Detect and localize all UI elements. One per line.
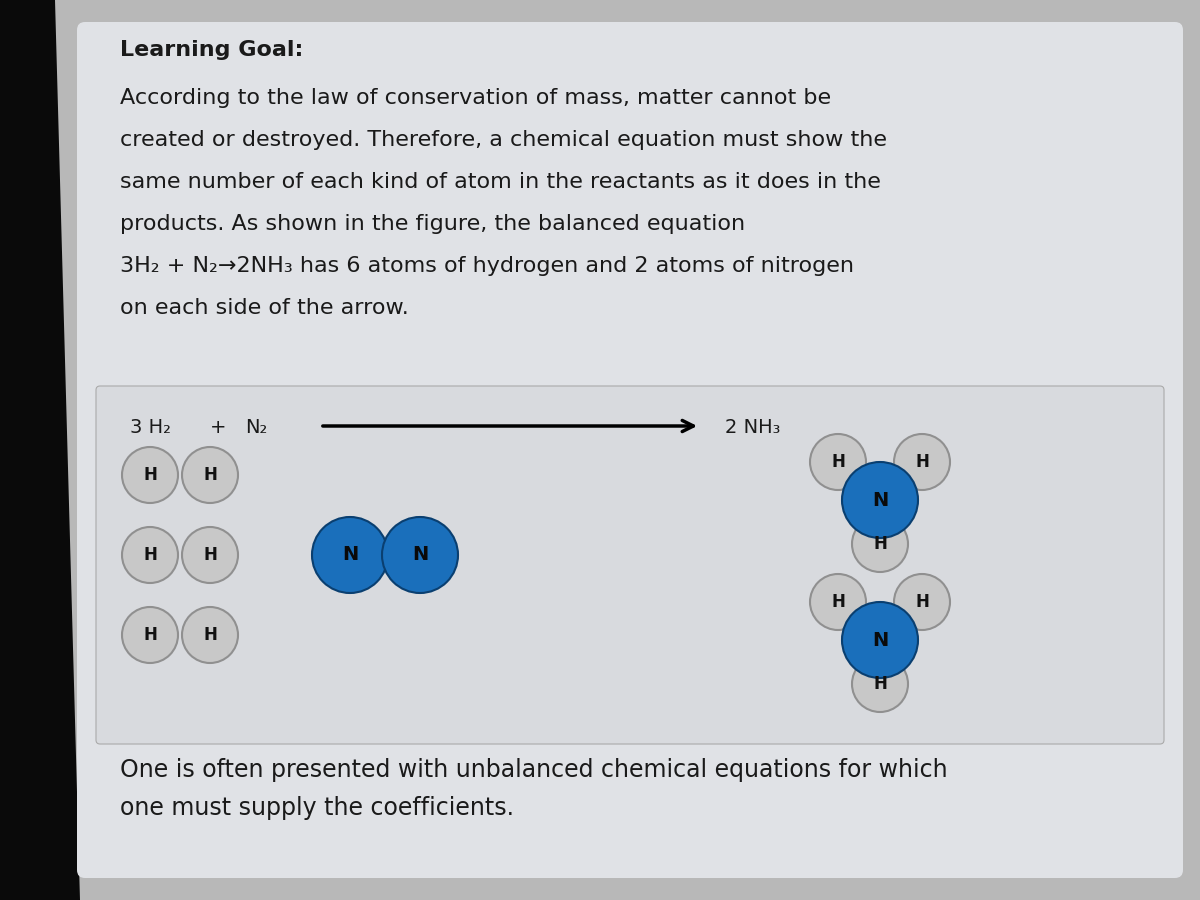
Circle shape <box>852 656 908 712</box>
Text: Learning Goal:: Learning Goal: <box>120 40 304 60</box>
Circle shape <box>122 527 178 583</box>
Text: H: H <box>916 453 929 471</box>
Text: on each side of the arrow.: on each side of the arrow. <box>120 298 409 318</box>
Text: one must supply the coefficients.: one must supply the coefficients. <box>120 796 514 820</box>
Text: created or destroyed. Therefore, a chemical equation must show the: created or destroyed. Therefore, a chemi… <box>120 130 887 150</box>
Circle shape <box>182 607 238 663</box>
Circle shape <box>312 517 388 593</box>
Text: same number of each kind of atom in the reactants as it does in the: same number of each kind of atom in the … <box>120 172 881 192</box>
Circle shape <box>852 516 908 572</box>
Text: products. As shown in the figure, the balanced equation: products. As shown in the figure, the ba… <box>120 214 745 234</box>
Text: H: H <box>203 546 217 564</box>
Text: 3H₂ + N₂→2NH₃ has 6 atoms of hydrogen and 2 atoms of nitrogen: 3H₂ + N₂→2NH₃ has 6 atoms of hydrogen an… <box>120 256 854 276</box>
Text: N: N <box>342 545 358 564</box>
Text: H: H <box>203 466 217 484</box>
Circle shape <box>894 574 950 630</box>
Circle shape <box>382 517 458 593</box>
Text: H: H <box>143 546 157 564</box>
FancyBboxPatch shape <box>96 386 1164 744</box>
Circle shape <box>842 602 918 678</box>
Text: H: H <box>874 535 887 553</box>
Text: N: N <box>872 491 888 509</box>
Circle shape <box>810 574 866 630</box>
Text: H: H <box>832 453 845 471</box>
Circle shape <box>810 434 866 490</box>
Circle shape <box>182 447 238 503</box>
Text: +: + <box>210 418 227 437</box>
Text: N: N <box>412 545 428 564</box>
Text: 3 H₂: 3 H₂ <box>130 418 172 437</box>
Text: H: H <box>874 675 887 693</box>
Circle shape <box>122 607 178 663</box>
Text: H: H <box>143 626 157 644</box>
Circle shape <box>182 527 238 583</box>
Circle shape <box>894 434 950 490</box>
Text: H: H <box>143 466 157 484</box>
Circle shape <box>842 462 918 538</box>
Text: H: H <box>203 626 217 644</box>
Polygon shape <box>0 0 80 900</box>
Text: According to the law of conservation of mass, matter cannot be: According to the law of conservation of … <box>120 88 832 108</box>
Circle shape <box>122 447 178 503</box>
FancyBboxPatch shape <box>77 22 1183 878</box>
Text: N: N <box>872 631 888 650</box>
Text: H: H <box>916 593 929 611</box>
Text: One is often presented with unbalanced chemical equations for which: One is often presented with unbalanced c… <box>120 758 948 782</box>
Text: H: H <box>832 593 845 611</box>
Text: N₂: N₂ <box>245 418 268 437</box>
Text: 2 NH₃: 2 NH₃ <box>725 418 780 437</box>
